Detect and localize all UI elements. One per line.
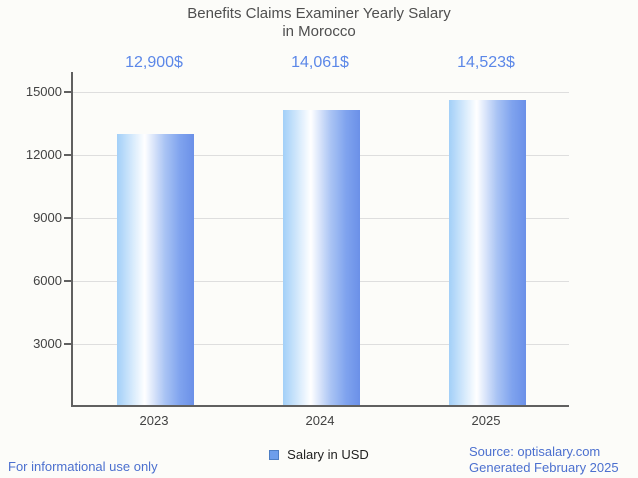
- source-block: Source: optisalary.com Generated Februar…: [469, 444, 619, 476]
- salary-bar-2024: [283, 110, 360, 405]
- x-axis-label: 2024: [305, 413, 335, 428]
- y-axis-tick: [64, 154, 71, 156]
- bar-value-label: 14,061$: [291, 54, 349, 71]
- salary-bar-2023: [117, 134, 194, 405]
- legend[interactable]: Salary in USD: [0, 447, 638, 462]
- bar-value-label: 14,523$: [457, 54, 515, 71]
- legend-marker-icon: [269, 449, 280, 460]
- generated-text: Generated February 2025: [469, 460, 619, 475]
- source-text: Source: optisalary.com: [469, 444, 601, 459]
- chart-title: Benefits Claims Examiner Yearly Salary i…: [187, 5, 451, 40]
- y-axis-label: 3000: [33, 336, 62, 351]
- y-axis-tick: [64, 280, 71, 282]
- y-axis-label: 12000: [25, 147, 62, 162]
- y-axis-tick: [64, 91, 71, 93]
- y-axis-tick: [64, 217, 71, 219]
- y-axis-tick: [64, 343, 71, 345]
- y-axis-label: 9000: [33, 210, 62, 225]
- x-axis-label: 2023: [139, 413, 169, 428]
- x-axis-label: 2025: [471, 413, 501, 428]
- y-axis-label: 6000: [33, 273, 62, 288]
- bar-value-label: 12,900$: [125, 54, 183, 71]
- plot-area: [71, 72, 569, 407]
- disclaimer-text: For informational use only: [8, 459, 158, 474]
- legend-label: Salary in USD: [287, 447, 369, 462]
- y-axis-label: 15000: [25, 84, 62, 99]
- gridline: [73, 91, 569, 93]
- salary-bar-2025: [449, 100, 526, 405]
